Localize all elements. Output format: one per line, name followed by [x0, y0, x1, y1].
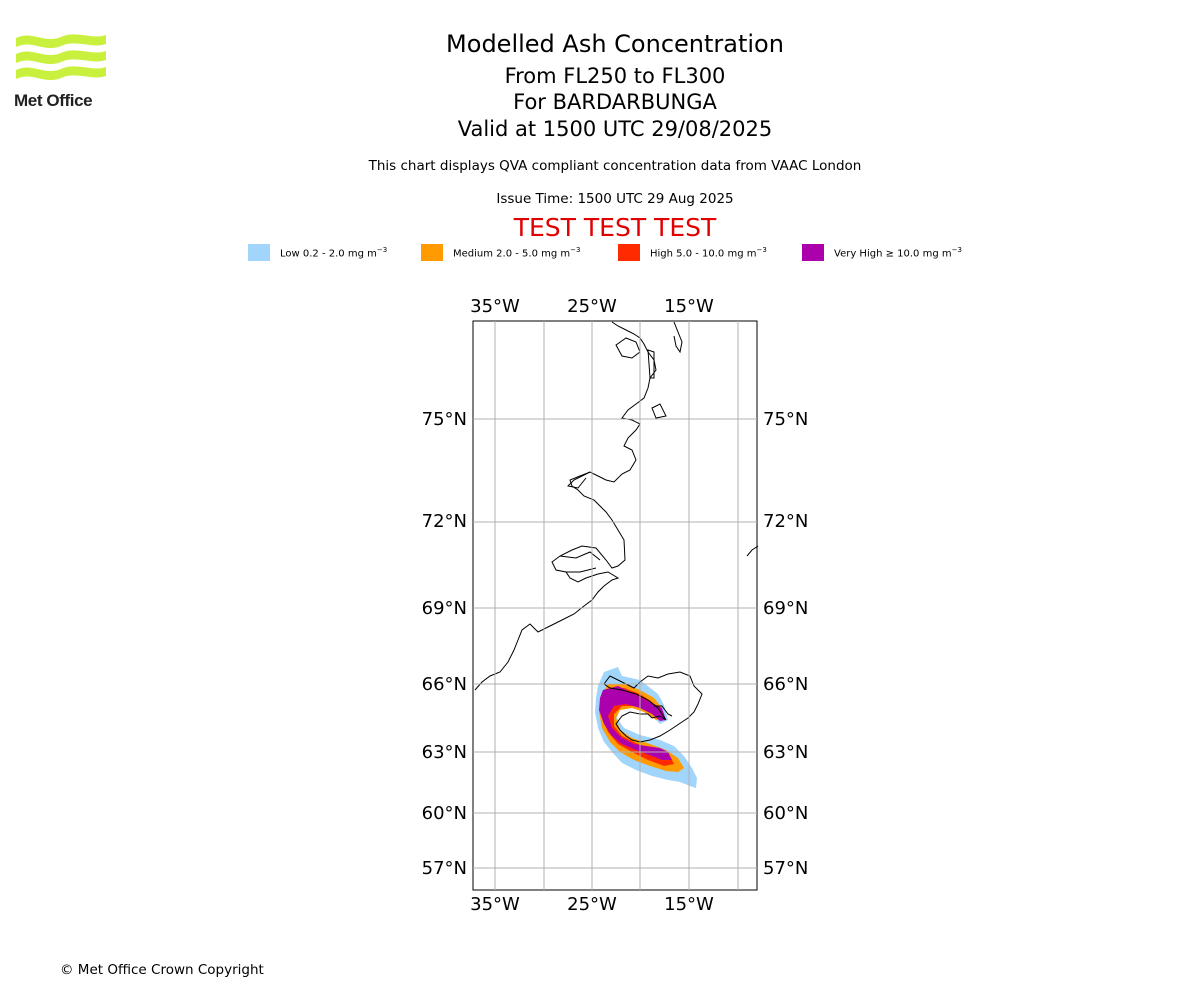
- coast-island-1: [647, 349, 655, 379]
- iceland-lake: [654, 705, 673, 717]
- lat-label-left: 75°N: [422, 409, 467, 430]
- lat-label-right: 66°N: [763, 674, 808, 695]
- legend-exponent: −3: [570, 245, 581, 254]
- lat-label-right: 72°N: [763, 511, 808, 532]
- ash-concentration-layers: [595, 667, 697, 788]
- legend-exponent: −3: [756, 245, 767, 254]
- lon-label-bottom: 25°W: [567, 894, 617, 915]
- coastlines: [474, 321, 759, 743]
- issue-time: Issue Time: 1500 UTC 29 Aug 2025: [496, 191, 734, 207]
- lat-label-left: 72°N: [422, 511, 467, 532]
- legend-item-very-high: Very High ≥ 10.0 mg m−3: [802, 244, 962, 261]
- legend-item-low: Low 0.2 - 2.0 mg m−3: [248, 244, 387, 261]
- legend: Low 0.2 - 2.0 mg m−3 Medium 2.0 - 5.0 mg…: [0, 244, 1200, 264]
- lat-label-left: 69°N: [422, 598, 467, 619]
- lat-label-right: 63°N: [763, 742, 808, 763]
- lat-label-left: 63°N: [422, 742, 467, 763]
- logo-wave-3: [16, 66, 106, 81]
- lon-label-top: 35°W: [470, 296, 520, 317]
- legend-label-low: Low 0.2 - 2.0 mg m: [280, 248, 377, 260]
- greenland-fjord-3: [566, 567, 597, 573]
- legend-label-high: High 5.0 - 10.0 mg m: [650, 248, 757, 260]
- greenland-fjord-2: [559, 551, 601, 561]
- map-frame: [472, 320, 758, 891]
- legend-item-high: High 5.0 - 10.0 mg m−3: [618, 244, 767, 261]
- logo-text: Met Office: [14, 91, 93, 110]
- legend-label-very-high: Very High ≥ 10.0 mg m: [834, 248, 952, 260]
- lon-label-top: 15°W: [664, 296, 714, 317]
- logo-wave-1: [16, 34, 106, 49]
- met-office-logo: [16, 34, 106, 81]
- chart-subtitle: This chart displays QVA compliant concen…: [368, 158, 862, 174]
- flight-levels: From FL250 to FL300: [504, 64, 726, 88]
- legend-swatch-medium: [421, 244, 443, 261]
- coast-island-3: [615, 337, 641, 359]
- valid-time: Valid at 1500 UTC 29/08/2025: [457, 117, 773, 141]
- chart-title: Modelled Ash Concentration: [446, 30, 784, 58]
- lat-label-right: 75°N: [763, 409, 808, 430]
- lon-label-bottom: 15°W: [664, 894, 714, 915]
- volcano-name: For BARDARBUNGA: [513, 90, 717, 114]
- legend-swatch-very-high: [802, 244, 824, 261]
- legend-exponent: −3: [376, 245, 388, 254]
- lon-label-top: 25°W: [567, 296, 617, 317]
- legend-exponent: −3: [951, 245, 962, 254]
- jan-mayen: [746, 545, 759, 557]
- logo-wave-2: [16, 50, 106, 65]
- lon-label-bottom: 35°W: [470, 894, 520, 915]
- lat-label-left: 66°N: [422, 674, 467, 695]
- legend-swatch-high: [618, 244, 640, 261]
- graticule: [473, 321, 757, 890]
- greenland-coast: [474, 321, 657, 691]
- lat-label-left: 60°N: [422, 803, 467, 824]
- legend-item-medium: Medium 2.0 - 5.0 mg m−3: [421, 244, 580, 261]
- lat-label-right: 60°N: [763, 803, 808, 824]
- map-border: [472, 320, 758, 891]
- greenland-fjord-1: [566, 471, 591, 489]
- test-banner: TEST TEST TEST: [513, 213, 717, 242]
- lat-label-right: 57°N: [763, 858, 808, 879]
- axis-labels: 35°W 25°W 15°W 35°W 25°W 15°W 75°N 72°N …: [422, 296, 809, 915]
- legend-swatch-low: [248, 244, 270, 261]
- iceland-coast: [603, 671, 703, 743]
- copyright: © Met Office Crown Copyright: [60, 962, 264, 978]
- coast-island-4: [673, 321, 683, 354]
- lat-label-left: 57°N: [422, 858, 467, 879]
- lat-label-right: 69°N: [763, 598, 808, 619]
- legend-label-medium: Medium 2.0 - 5.0 mg m: [453, 248, 571, 260]
- coast-island-2: [651, 403, 667, 419]
